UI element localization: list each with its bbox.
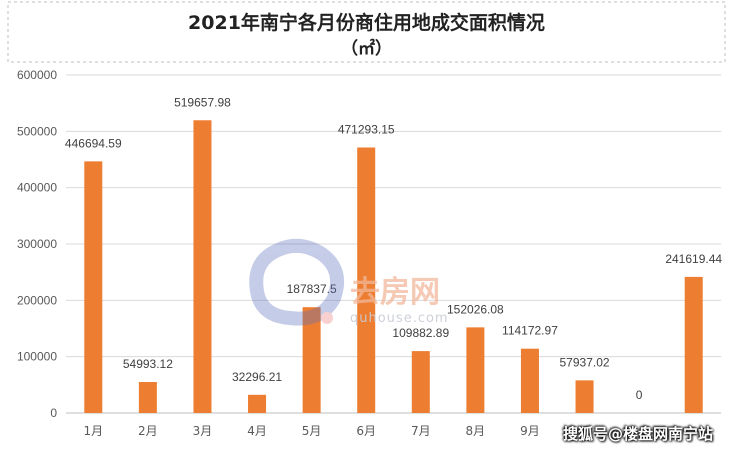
data-label: 241619.44: [665, 252, 722, 266]
data-label: 187837.5: [287, 282, 337, 296]
data-label: 109882.89: [392, 326, 449, 340]
x-tick-label: 7月: [411, 424, 431, 438]
data-label: 471293.15: [338, 123, 395, 137]
watermark-logo-icon: [249, 238, 344, 326]
data-label: 54993.12: [123, 357, 173, 371]
data-label: 446694.59: [65, 136, 122, 150]
data-label: 32296.21: [232, 370, 282, 384]
data-label: 0: [636, 388, 643, 402]
watermark-text: 搜狐号@楼盘网南宁站: [563, 425, 714, 443]
y-tick-label: 400000: [17, 181, 57, 195]
data-label: 57937.02: [560, 355, 610, 369]
data-label: 114172.97: [502, 324, 558, 338]
x-tick-label: 3月: [193, 424, 213, 438]
bar: [138, 382, 157, 413]
data-label: 152026.08: [447, 302, 504, 316]
bar: [575, 380, 594, 413]
bar: [466, 327, 485, 413]
x-tick-label: 8月: [466, 424, 486, 438]
x-tick-label: 4月: [247, 424, 267, 438]
y-tick-label: 300000: [17, 237, 57, 251]
x-tick-label: 5月: [302, 424, 322, 438]
watermark-brand: 去房网: [350, 275, 440, 310]
title-frame: [7, 1, 726, 63]
y-tick-label: 0: [50, 406, 57, 420]
bar: [357, 147, 376, 413]
bar: [302, 307, 321, 413]
bar: [248, 394, 267, 413]
bar: [684, 276, 703, 413]
chart-subtitle: （㎡）: [341, 39, 392, 59]
chart-title: 2021年南宁各月份商住用地成交面积情况: [188, 12, 545, 34]
bar: [84, 161, 103, 413]
bar: [193, 120, 212, 413]
bar: [520, 348, 539, 413]
y-tick-label: 600000: [17, 68, 57, 82]
data-label: 519657.98: [174, 95, 231, 109]
y-tick-label: 200000: [17, 293, 57, 307]
x-tick-label: 9月: [520, 424, 540, 438]
x-tick-label: 6月: [356, 424, 376, 438]
y-tick-label: 500000: [17, 124, 57, 138]
x-tick-label: 1月: [83, 424, 103, 438]
x-tick-label: 2月: [138, 424, 158, 438]
y-tick-label: 100000: [17, 350, 57, 364]
bar: [411, 351, 430, 413]
watermark-url: quhouse.com: [350, 311, 449, 326]
